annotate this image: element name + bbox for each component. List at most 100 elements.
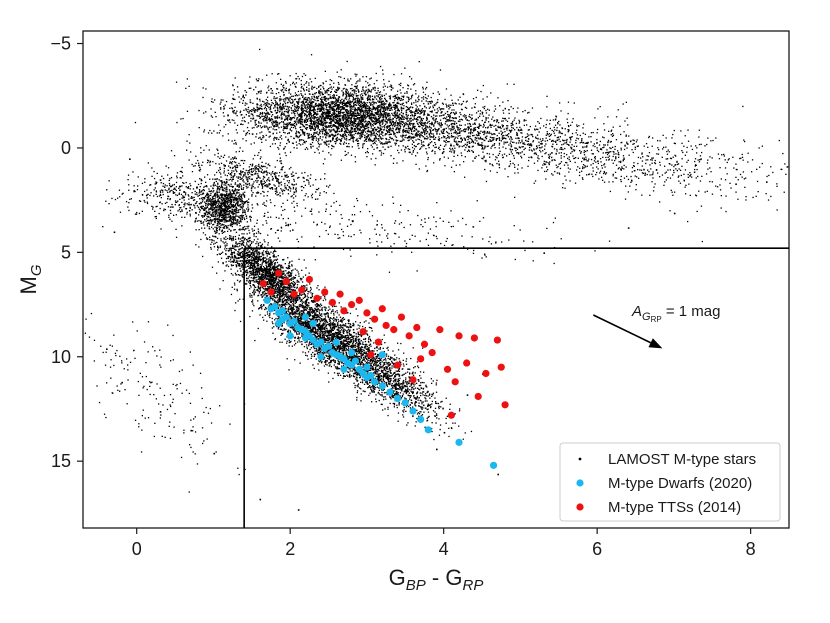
star-cloud-point [413,127,416,130]
star-cloud-point [392,106,394,108]
star-cloud-point [345,119,347,121]
star-cloud-point [404,67,406,69]
star-cloud-point [324,143,326,145]
star-cloud-point [567,121,569,124]
star-cloud-point [420,143,423,145]
star-cloud-point [353,134,355,136]
star-cloud-point [310,126,312,128]
star-cloud-point [250,143,252,145]
star-cloud-point [319,119,321,121]
star-cloud-point [267,113,269,115]
star-cloud-point [341,116,344,118]
star-cloud-point [295,121,297,124]
star-cloud-point [560,155,562,157]
star-cloud-point [320,104,323,106]
star-cloud-point [234,122,236,124]
star-cloud-point [259,125,261,127]
star-cloud-point [288,114,290,116]
star-cloud-point [422,110,424,112]
star-cloud-point [327,146,330,148]
star-cloud-point [483,107,485,110]
star-cloud-point [330,90,332,93]
star-cloud-point [338,130,340,133]
star-cloud-point [324,122,326,124]
star-cloud-point [416,135,418,137]
star-cloud-point [366,123,368,125]
star-cloud-point [454,131,456,133]
star-cloud-point [352,114,354,116]
star-cloud-point [417,112,419,114]
star-cloud-point [325,126,327,128]
star-cloud-point [400,140,402,142]
star-cloud-point [278,148,280,150]
star-cloud-point [308,117,310,120]
star-cloud-point [439,148,441,151]
star-cloud-point [516,134,518,136]
star-cloud-point [327,109,330,111]
star-cloud-point [576,134,579,136]
star-cloud-point [369,107,371,110]
star-cloud-point [342,91,344,93]
star-cloud-point [364,106,366,108]
star-cloud-point [727,159,729,161]
star-cloud-point [429,128,431,131]
star-cloud-point [548,156,550,158]
star-cloud-point [419,136,421,138]
star-cloud-point [314,127,316,129]
star-cloud-point [270,88,272,90]
star-cloud-point [293,117,296,119]
star-cloud-point [374,112,376,114]
star-cloud-point [447,120,449,122]
star-cloud-point [323,141,325,143]
star-cloud-point [494,147,496,149]
star-cloud-point [357,123,359,126]
star-cloud-point [625,185,627,187]
star-cloud-point [466,150,469,153]
star-cloud-point [507,100,509,102]
star-cloud-point [337,108,339,110]
star-cloud-point [211,98,213,100]
star-cloud-point [452,102,454,105]
star-cloud-point [412,140,414,142]
star-cloud-point [435,146,437,148]
star-cloud-point [432,105,434,107]
star-cloud-point [407,114,409,116]
star-cloud-point [373,148,375,150]
star-cloud-point [376,92,378,94]
star-cloud-point [414,111,416,113]
star-cloud-point [308,97,310,99]
star-cloud-point [424,132,426,134]
star-cloud-point [290,117,292,119]
star-cloud-point [272,124,274,126]
star-cloud-point [548,135,550,137]
star-cloud-point [346,105,348,107]
star-cloud-point [393,133,395,136]
star-cloud-point [356,100,358,102]
star-cloud-point [332,136,334,139]
star-cloud-point [303,90,305,92]
star-cloud-point [367,110,369,112]
star-cloud-point [336,126,338,128]
star-cloud-point [710,140,712,142]
star-cloud-point [357,145,359,147]
star-cloud-point [350,102,352,104]
star-cloud-point [312,128,315,130]
star-cloud-point [232,94,234,96]
star-cloud-point [405,134,407,136]
star-cloud-point [310,123,313,125]
star-cloud-point [295,78,297,80]
star-cloud-point [280,106,282,108]
star-cloud-point [431,133,433,135]
star-cloud-point [225,100,228,103]
star-cloud-point [297,90,300,93]
star-cloud-point [264,115,266,117]
star-cloud-point [409,137,411,139]
star-cloud-point [337,123,339,125]
star-cloud-point [339,113,341,115]
star-cloud-point [329,131,331,133]
star-cloud-point [328,136,330,138]
star-cloud-point [175,81,178,83]
star-cloud-point [367,129,370,131]
star-cloud-point [385,112,388,114]
star-cloud-point [610,130,612,132]
